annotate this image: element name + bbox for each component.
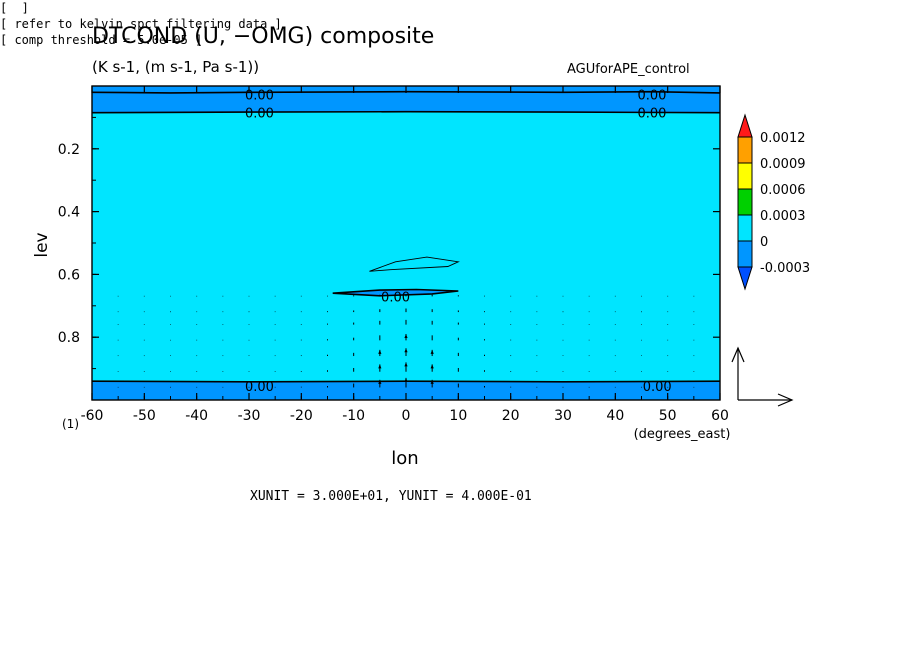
contour-label: 0.00 bbox=[245, 380, 274, 395]
contour-bottom bbox=[91, 380, 721, 383]
colorbar-segment bbox=[737, 188, 753, 216]
x-tick-label: -10 bbox=[342, 408, 365, 424]
contour-label: 0.00 bbox=[381, 290, 410, 305]
colorbar-segment bbox=[737, 240, 753, 268]
contour-label: 0.00 bbox=[637, 107, 666, 122]
x-tick-label: 0 bbox=[402, 408, 411, 424]
x-tick-label: 30 bbox=[554, 408, 572, 424]
note-line: [ comp threshold = 5.0e-05 ] bbox=[0, 33, 203, 47]
contour-mid-neg bbox=[332, 288, 459, 297]
colorbar-label: 0.0009 bbox=[760, 157, 806, 172]
vector-head bbox=[404, 348, 408, 353]
vector-head bbox=[378, 349, 382, 354]
note-line: [ ] bbox=[0, 1, 29, 15]
dataset-label: AGUforAPE_control bbox=[567, 62, 690, 77]
x-axis-units: (degrees_east) bbox=[634, 427, 731, 442]
note-line: [ refer to kelvin spct filtering data ] bbox=[0, 17, 282, 31]
colorbar-label: 0.0003 bbox=[760, 209, 806, 224]
vector-field bbox=[91, 294, 721, 388]
vector-head bbox=[430, 349, 434, 354]
vector-head bbox=[404, 334, 408, 339]
reference-w-head bbox=[731, 346, 745, 363]
x-axis-label: lon bbox=[391, 448, 418, 469]
y-axis-label: lev bbox=[32, 232, 52, 257]
x-tick-label: -50 bbox=[133, 408, 156, 424]
colorbar-segment bbox=[737, 136, 753, 164]
corner-label: (1) bbox=[62, 417, 79, 431]
vector-head bbox=[404, 362, 408, 367]
x-tick-label: 40 bbox=[606, 408, 624, 424]
x-tick-label: -30 bbox=[238, 408, 261, 424]
plot-axes: -60 -50 -40 -30 -20 -10 0 10 20 30 40 50 60 0.2 0.4 0.6… bbox=[32, 85, 731, 469]
reference-vector bbox=[731, 346, 794, 407]
colorbar-bottom-triangle bbox=[737, 266, 753, 291]
contour-label: 0.00 bbox=[245, 88, 274, 103]
colorbar-label: -0.0003 bbox=[760, 261, 810, 276]
contour-label: 0.00 bbox=[637, 88, 666, 103]
colorbar-label: 0 bbox=[760, 235, 768, 250]
colorbar-segment bbox=[737, 214, 753, 242]
vector-head bbox=[430, 364, 434, 369]
contour-label: 0.00 bbox=[245, 107, 274, 122]
contour-mid-thin bbox=[369, 256, 460, 272]
x-tick-label: 10 bbox=[449, 408, 467, 424]
x-tick-label: 20 bbox=[502, 408, 520, 424]
units-note: XUNIT = 3.000E+01, YUNIT = 4.000E-01 bbox=[250, 489, 532, 504]
contour-labels: 0.00 0.00 0.00 0.00 0.00 0.00 0.00 bbox=[245, 88, 672, 395]
colorbar: 0.0012 0.0009 0.0006 0.0003 0 -0.0003 bbox=[737, 113, 810, 291]
x-tick-label: -20 bbox=[290, 408, 313, 424]
reference-u-head bbox=[777, 393, 794, 407]
x-tick-label: 50 bbox=[659, 408, 677, 424]
chart-subtitle: (K s-1, (m s-1, Pa s-1)) bbox=[92, 58, 260, 76]
y-tick-label: 0.2 bbox=[58, 142, 80, 158]
y-tick-label: 0.8 bbox=[58, 330, 80, 346]
contour-label: 0.00 bbox=[643, 380, 672, 395]
notes-block: [ ] [ refer to kelvin spct filtering dat… bbox=[0, 0, 904, 48]
vector-head bbox=[378, 364, 382, 369]
chart-title: DTCOND (U, −OMG) composite bbox=[92, 24, 435, 49]
y-tick-label: 0.4 bbox=[58, 205, 80, 221]
colorbar-top-triangle bbox=[737, 113, 753, 138]
x-tick-label: -60 bbox=[81, 408, 104, 424]
y-tick-label: 0.6 bbox=[58, 267, 80, 283]
contour-top-lower bbox=[91, 110, 721, 114]
colorbar-segment bbox=[737, 162, 753, 190]
x-tick-label: -40 bbox=[185, 408, 208, 424]
x-tick-label: 60 bbox=[711, 408, 729, 424]
colorbar-label: 0.0012 bbox=[760, 131, 806, 146]
colorbar-label: 0.0006 bbox=[760, 183, 806, 198]
field-background bbox=[92, 86, 720, 400]
